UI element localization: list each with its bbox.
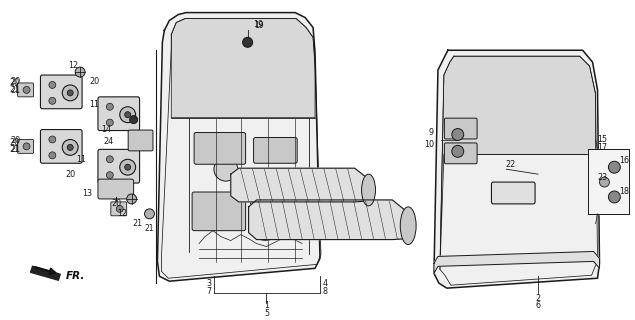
Circle shape — [107, 156, 113, 163]
FancyBboxPatch shape — [192, 192, 246, 231]
Text: 21: 21 — [133, 219, 143, 228]
Circle shape — [212, 200, 239, 228]
Text: 20: 20 — [65, 170, 76, 179]
Text: 13: 13 — [82, 189, 92, 198]
Circle shape — [124, 164, 131, 170]
Text: 5: 5 — [264, 309, 269, 318]
Circle shape — [248, 173, 269, 195]
Circle shape — [116, 205, 123, 212]
FancyBboxPatch shape — [194, 132, 246, 164]
Text: 4: 4 — [323, 279, 328, 288]
Circle shape — [75, 67, 85, 77]
Circle shape — [608, 191, 620, 203]
Text: 10: 10 — [424, 140, 434, 149]
Circle shape — [124, 112, 131, 118]
Circle shape — [107, 103, 113, 110]
FancyBboxPatch shape — [111, 202, 127, 216]
Text: 9: 9 — [429, 128, 434, 137]
Circle shape — [49, 152, 56, 159]
Polygon shape — [434, 50, 599, 288]
FancyBboxPatch shape — [41, 75, 82, 109]
Text: 21: 21 — [11, 145, 21, 154]
Polygon shape — [587, 149, 629, 214]
FancyBboxPatch shape — [253, 138, 297, 163]
Circle shape — [62, 140, 78, 155]
Text: 21: 21 — [11, 86, 21, 95]
Circle shape — [107, 119, 113, 126]
Text: 20: 20 — [10, 138, 20, 147]
Circle shape — [145, 209, 154, 219]
Text: 18: 18 — [619, 187, 629, 196]
FancyBboxPatch shape — [98, 149, 140, 183]
FancyBboxPatch shape — [18, 140, 34, 153]
Circle shape — [107, 172, 113, 179]
Circle shape — [23, 143, 30, 150]
Text: 20: 20 — [11, 77, 21, 86]
Text: 12: 12 — [117, 209, 127, 218]
FancyBboxPatch shape — [444, 118, 477, 139]
FancyBboxPatch shape — [251, 197, 296, 229]
Text: 14: 14 — [101, 125, 111, 134]
Text: 1: 1 — [264, 301, 269, 310]
Text: 22: 22 — [505, 160, 516, 169]
Text: 20: 20 — [89, 77, 99, 86]
Text: 23: 23 — [598, 172, 608, 182]
Circle shape — [67, 90, 73, 96]
Text: 3: 3 — [206, 279, 211, 288]
Text: 20: 20 — [10, 78, 20, 87]
Circle shape — [608, 161, 620, 173]
Circle shape — [23, 86, 30, 93]
Circle shape — [120, 159, 136, 175]
Text: 2: 2 — [535, 293, 540, 303]
Text: 21: 21 — [145, 224, 154, 233]
Text: 16: 16 — [619, 156, 629, 165]
Text: 19: 19 — [254, 21, 264, 30]
Polygon shape — [171, 19, 315, 118]
Text: 7: 7 — [206, 287, 211, 296]
Circle shape — [452, 145, 464, 157]
Circle shape — [452, 129, 464, 140]
Circle shape — [62, 85, 78, 101]
Polygon shape — [249, 200, 408, 240]
Text: 8: 8 — [323, 287, 328, 296]
Text: 15: 15 — [598, 135, 608, 144]
Text: 11: 11 — [76, 155, 86, 164]
Polygon shape — [157, 12, 320, 281]
Ellipse shape — [400, 207, 416, 244]
Circle shape — [120, 107, 136, 123]
Circle shape — [67, 144, 73, 150]
FancyBboxPatch shape — [18, 83, 34, 97]
Circle shape — [253, 217, 277, 241]
Polygon shape — [231, 168, 368, 202]
Text: 17: 17 — [598, 143, 608, 152]
Polygon shape — [30, 266, 60, 280]
Circle shape — [49, 82, 56, 88]
Circle shape — [49, 136, 56, 143]
Text: FR.: FR. — [66, 271, 86, 281]
Circle shape — [130, 116, 138, 124]
FancyBboxPatch shape — [128, 130, 153, 151]
Text: 20: 20 — [112, 199, 122, 208]
Polygon shape — [434, 252, 599, 273]
Text: 6: 6 — [535, 301, 540, 310]
Circle shape — [127, 194, 137, 204]
Circle shape — [214, 157, 237, 181]
Text: 21: 21 — [10, 145, 20, 154]
Text: 12: 12 — [68, 60, 78, 70]
Text: 11: 11 — [89, 100, 99, 109]
FancyBboxPatch shape — [41, 130, 82, 163]
FancyBboxPatch shape — [444, 143, 477, 164]
Text: 19: 19 — [253, 20, 264, 29]
Ellipse shape — [361, 174, 375, 206]
Text: 21: 21 — [10, 85, 20, 94]
Text: 20: 20 — [11, 136, 21, 145]
FancyBboxPatch shape — [98, 97, 140, 131]
Text: 24: 24 — [104, 137, 114, 146]
Circle shape — [243, 37, 253, 47]
FancyBboxPatch shape — [98, 179, 133, 199]
FancyBboxPatch shape — [491, 182, 535, 204]
Circle shape — [49, 97, 56, 104]
Polygon shape — [440, 56, 596, 269]
Circle shape — [599, 177, 610, 187]
